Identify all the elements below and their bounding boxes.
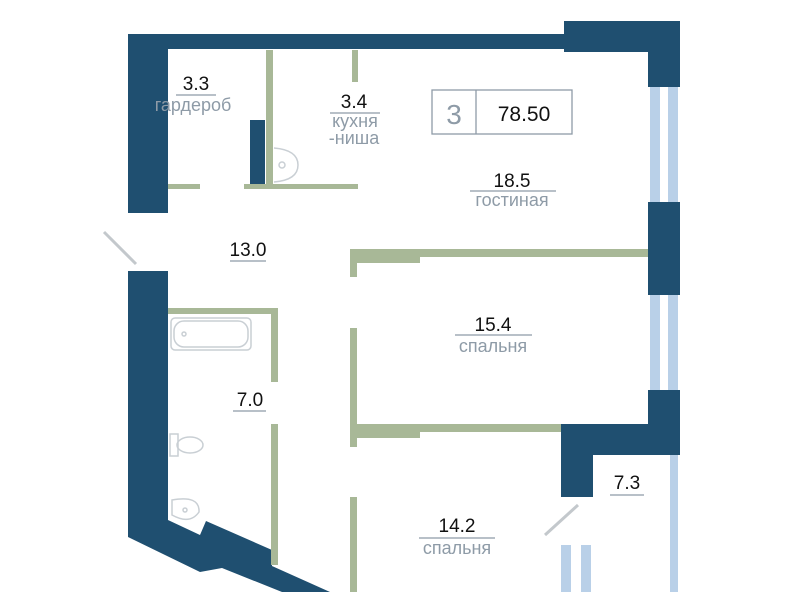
bathtub-icon (170, 317, 252, 351)
room-hall: 13.0 (230, 240, 267, 262)
room-name: гостиная (475, 190, 548, 210)
room-kitchen: 3.4 кухня -ниша (329, 92, 380, 148)
balcony-door-swing (543, 503, 580, 537)
room-area: 7.0 (237, 390, 263, 411)
room-area: 15.4 (475, 315, 512, 336)
room-name: кухня (332, 111, 378, 131)
partitions (168, 50, 648, 592)
kitchen-sink-icon (273, 147, 299, 183)
room-name: спальня (459, 336, 527, 356)
room-area: 18.5 (494, 171, 531, 192)
room-name-2: -ниша (329, 128, 380, 148)
room-name: гардероб (155, 95, 232, 115)
room-area: 14.2 (439, 516, 476, 537)
room-bedroom-2: 14.2 спальня (419, 516, 495, 558)
room-balcony: 7.3 (610, 473, 644, 496)
room-bedroom-1: 15.4 спальня (455, 315, 532, 356)
room-wardrobe: 3.3 гардероб (155, 74, 232, 115)
windows (561, 87, 678, 592)
sink-icon (171, 498, 200, 521)
room-area: 13.0 (230, 240, 267, 261)
room-name: спальня (423, 538, 491, 558)
toilet-icon (169, 433, 204, 457)
exterior-walls (128, 21, 680, 592)
entry-door-swing (102, 230, 138, 266)
room-living: 18.5 гостиная (470, 171, 556, 210)
apartment-summary: 3 78.50 (431, 89, 573, 135)
total-area: 78.50 (498, 103, 551, 126)
room-bathroom: 7.0 (233, 390, 266, 412)
room-area: 7.3 (614, 473, 640, 494)
room-area: 3.3 (183, 74, 209, 95)
room-area: 3.4 (341, 92, 368, 113)
room-count: 3 (446, 99, 462, 130)
